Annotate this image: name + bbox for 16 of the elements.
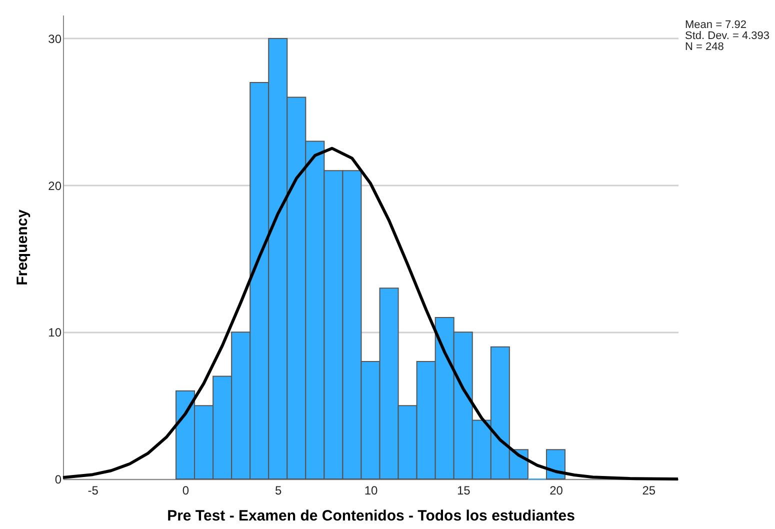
y-tick-label: 20 — [48, 178, 62, 193]
x-tick-label: -5 — [88, 484, 99, 498]
x-tick-label: 20 — [550, 484, 564, 498]
y-tick-label: 0 — [54, 472, 62, 486]
x-tick-label: 25 — [642, 484, 656, 498]
text: Mean = 7.92 — [685, 19, 746, 31]
x-tick-label: 15 — [456, 484, 471, 498]
x-axis-title: Pre Test - Examen de Contenidos - Todos los estudiantes — [167, 508, 575, 524]
text: N = 248 — [685, 41, 724, 53]
x-tick-label: 5 — [275, 484, 282, 498]
text: Std. Dev. = 4.393 — [685, 30, 770, 42]
y-tick-label: 10 — [48, 326, 62, 340]
y-axis-title: Frequency — [14, 208, 32, 286]
x-tick-label: 0 — [182, 484, 190, 498]
y-tick-label: 30 — [48, 32, 62, 46]
x-tick-label: 10 — [364, 484, 378, 498]
